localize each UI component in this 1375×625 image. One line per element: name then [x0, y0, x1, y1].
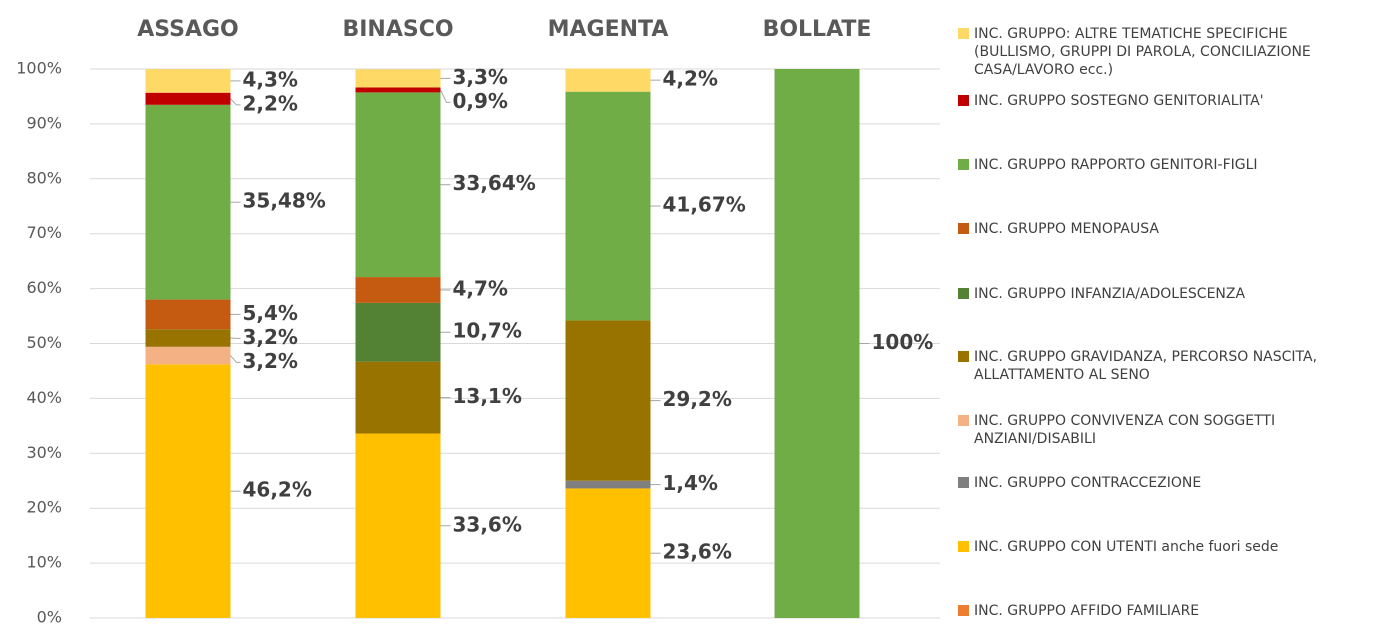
bar-segment — [145, 69, 231, 93]
bar-segment — [355, 87, 441, 93]
value-label: 13,1% — [453, 384, 522, 408]
legend-swatch — [958, 159, 969, 170]
bar-segment — [565, 68, 651, 92]
value-label: 4,7% — [453, 276, 508, 300]
value-label: 4,2% — [663, 67, 718, 91]
value-label: 33,64% — [453, 171, 536, 195]
bar-segment — [145, 92, 231, 105]
value-label: 1,4% — [663, 471, 718, 495]
legend-item: INC. GRUPPO MENOPAUSA — [958, 220, 1368, 238]
leader-line — [230, 355, 241, 363]
legend-label: INC. GRUPPO CONTRACCEZIONE — [974, 475, 1202, 491]
value-label: 46,2% — [243, 478, 312, 502]
y-tick-label: 10% — [26, 553, 62, 572]
legend-swatch — [958, 223, 969, 234]
legend-item: INC. GRUPPO CONTRACCEZIONE — [958, 474, 1368, 492]
bar-segment — [565, 480, 651, 489]
legend-label: INC. GRUPPO MENOPAUSA — [974, 221, 1159, 237]
legend-item: INC. GRUPPO CONVIVENZA CON SOGGETTI ANZI… — [958, 412, 1368, 448]
value-label: 3,3% — [453, 65, 508, 89]
legend-label: INC. GRUPPO SOSTEGNO GENITORIALITA' — [974, 93, 1264, 109]
bar-segment — [565, 488, 651, 618]
legend-swatch — [958, 351, 969, 362]
value-label: 33,6% — [453, 512, 522, 536]
legend-label: INC. GRUPPO: ALTRE TEMATICHE SPECIFICHE … — [974, 26, 1311, 78]
legend-label: INC. GRUPPO AFFIDO FAMILIARE — [974, 603, 1200, 619]
bar-segment — [145, 329, 231, 347]
value-label: 2,2% — [243, 91, 298, 115]
y-tick-label: 80% — [26, 168, 62, 187]
value-label: 23,6% — [663, 540, 732, 564]
value-label: 5,4% — [243, 301, 298, 325]
legend-item: INC. GRUPPO CON UTENTI anche fuori sede — [958, 538, 1368, 556]
legend-label: INC. GRUPPO CON UTENTI anche fuori sede — [974, 539, 1279, 555]
y-tick-label: 30% — [26, 443, 62, 462]
legend-item: INC. GRUPPO INFANZIA/ADOLESCENZA — [958, 285, 1368, 303]
category-label: BOLLATE — [763, 17, 872, 42]
y-tick-label: 70% — [26, 223, 62, 242]
category-label: BINASCO — [342, 17, 453, 42]
y-tick-label: 0% — [37, 608, 62, 625]
bar-segment — [565, 320, 651, 481]
y-tick-label: 40% — [26, 388, 62, 407]
bar-segment — [774, 69, 860, 618]
legend-label: INC. GRUPPO RAPPORTO GENITORI-FIGLI — [974, 157, 1258, 173]
value-label: 4,3% — [243, 67, 298, 91]
y-tick-label: 60% — [26, 278, 62, 297]
category-label: ASSAGO — [137, 17, 239, 42]
legend-item: INC. GRUPPO RAPPORTO GENITORI-FIGLI — [958, 156, 1368, 174]
value-label: 41,67% — [663, 193, 746, 217]
legend-label: INC. GRUPPO CONVIVENZA CON SOGGETTI ANZI… — [974, 413, 1276, 447]
y-tick-label: 20% — [26, 498, 62, 517]
legend-item: INC. GRUPPO AFFIDO FAMILIARE — [958, 602, 1368, 620]
bar-segment — [355, 433, 441, 618]
legend-swatch — [958, 477, 969, 488]
legend-label: INC. GRUPPO INFANZIA/ADOLESCENZA — [974, 286, 1246, 302]
value-label: 10,7% — [453, 319, 522, 343]
legend-item: INC. GRUPPO GRAVIDANZA, PERCORSO NASCITA… — [958, 348, 1368, 384]
bar-segment — [565, 91, 651, 321]
legend-label: INC. GRUPPO GRAVIDANZA, PERCORSO NASCITA… — [974, 349, 1318, 383]
legend-swatch — [958, 605, 969, 616]
value-label: 35,48% — [243, 189, 326, 213]
bar-segment — [355, 277, 441, 303]
y-tick-label: 50% — [26, 333, 62, 352]
value-label: 3,2% — [243, 325, 298, 349]
legend-swatch — [958, 415, 969, 426]
bar-segment — [355, 361, 441, 434]
value-label: 29,2% — [663, 387, 732, 411]
category-label: MAGENTA — [548, 17, 669, 42]
bar-segment — [145, 299, 231, 330]
bar-segment — [355, 92, 441, 278]
bar-segment — [145, 104, 231, 300]
legend-item: INC. GRUPPO: ALTRE TEMATICHE SPECIFICHE … — [958, 25, 1368, 79]
leader-line — [230, 98, 241, 106]
legend-swatch — [958, 95, 969, 106]
bar-segment — [145, 346, 231, 365]
y-tick-label: 100% — [16, 59, 62, 78]
leader-line — [440, 89, 451, 103]
legend-swatch — [958, 28, 969, 39]
bar-segment — [355, 69, 441, 88]
legend-item: INC. GRUPPO SOSTEGNO GENITORIALITA' — [958, 92, 1368, 110]
legend-swatch — [958, 288, 969, 299]
chart: 0% 10% 20% 30% 40% 50% 60% 70% 80% 90% 100% ASSAGO B… — [16, 17, 940, 625]
value-label: 100% — [872, 330, 934, 354]
bar-segment — [145, 364, 231, 618]
value-label: 3,2% — [243, 349, 298, 373]
value-label: 0,9% — [453, 89, 508, 113]
y-tick-label: 90% — [26, 113, 62, 132]
bar-segment — [355, 302, 441, 362]
legend-swatch — [958, 541, 969, 552]
